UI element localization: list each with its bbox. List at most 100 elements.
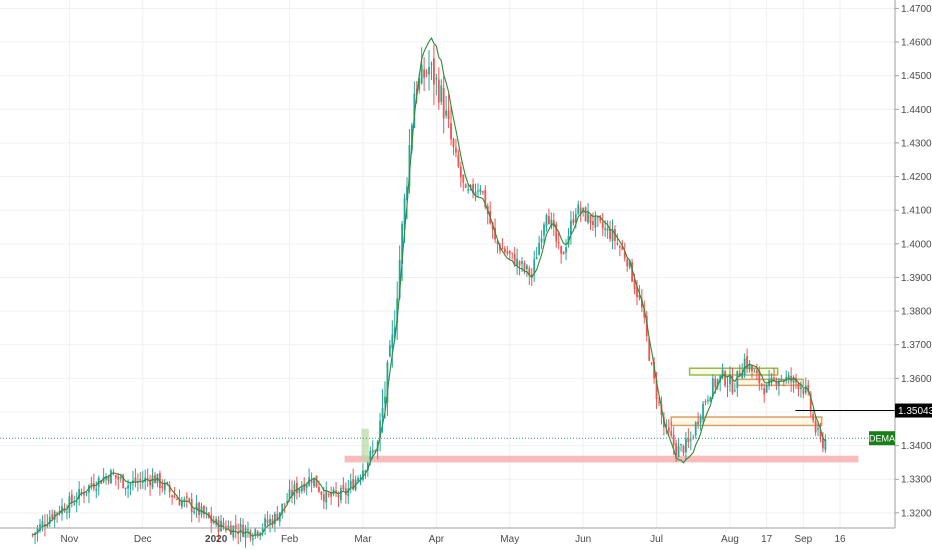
candle-body xyxy=(357,477,359,482)
candle-body xyxy=(807,384,810,392)
candle-body xyxy=(501,248,504,250)
candle-body xyxy=(758,370,761,384)
candle-body xyxy=(286,501,289,504)
candle-body xyxy=(621,246,624,250)
candle-body xyxy=(797,383,800,390)
candle-body xyxy=(447,110,450,120)
candle-body xyxy=(729,376,731,385)
candle-body xyxy=(508,251,511,254)
candle-body xyxy=(100,480,103,484)
candle-body xyxy=(337,494,340,498)
candle-body xyxy=(173,496,176,498)
x-tick-label: Mar xyxy=(354,534,372,545)
candle-body xyxy=(477,190,479,192)
candle-body xyxy=(352,479,355,490)
candle-body xyxy=(305,485,308,488)
candle-body xyxy=(518,261,521,266)
candle-body xyxy=(398,259,401,299)
y-tick-label: 1.41000 xyxy=(901,206,932,217)
candle-body xyxy=(53,511,56,520)
candle-body xyxy=(185,496,188,498)
candle-body xyxy=(393,327,396,338)
candle-body xyxy=(455,147,457,153)
candle-body xyxy=(687,438,690,443)
candle-body xyxy=(601,222,604,229)
candle-body xyxy=(633,279,636,289)
candle-body xyxy=(765,384,768,393)
candle-body xyxy=(291,490,293,496)
candle-body xyxy=(229,525,232,535)
candle-body xyxy=(562,252,565,255)
candle-body xyxy=(183,498,186,501)
candle-body xyxy=(149,479,151,486)
candle-body xyxy=(276,513,279,521)
candle-body xyxy=(738,372,741,377)
candle-body xyxy=(709,396,712,402)
y-tick-label: 1.46000 xyxy=(901,38,932,49)
candle-body xyxy=(800,387,802,390)
candle-body xyxy=(117,476,120,480)
candle-body xyxy=(618,246,621,248)
candle-body xyxy=(428,66,430,75)
candle-body xyxy=(112,472,115,475)
candle-body xyxy=(557,242,560,244)
candle-body xyxy=(322,494,325,502)
candle-body xyxy=(599,216,602,221)
candle-body xyxy=(161,485,164,489)
candle-body xyxy=(349,480,352,487)
candle-body xyxy=(787,375,790,380)
candle-body xyxy=(570,220,572,235)
x-tick-label: 17 xyxy=(761,534,773,545)
dema-label-bg xyxy=(869,431,895,446)
x-tick-label: 2020 xyxy=(205,534,228,545)
candle-body xyxy=(736,370,739,389)
candle-body xyxy=(469,184,472,188)
candle-body xyxy=(459,166,462,178)
x-tick-label: Jul xyxy=(650,534,663,545)
candle-body xyxy=(413,93,416,128)
candle-body xyxy=(264,517,266,528)
y-tick-label: 1.36000 xyxy=(901,374,932,385)
candle-body xyxy=(388,345,391,357)
candle-body xyxy=(408,145,411,187)
x-tick-label: Feb xyxy=(281,534,299,545)
candle-layer xyxy=(31,44,827,548)
candle-body xyxy=(780,379,783,381)
candle-body xyxy=(814,420,817,433)
candle-body xyxy=(105,476,107,480)
x-tick-label: Dec xyxy=(134,534,152,545)
candle-body xyxy=(320,491,323,495)
candle-body xyxy=(643,308,646,318)
candle-body xyxy=(702,403,704,420)
candle-body xyxy=(589,214,592,223)
candle-body xyxy=(273,513,276,525)
candle-body xyxy=(384,396,386,404)
candle-body xyxy=(714,378,717,388)
candle-body xyxy=(777,380,780,387)
candle-body xyxy=(403,197,406,230)
candle-body xyxy=(371,449,374,454)
y-tick-label: 1.43000 xyxy=(901,138,932,149)
candle-body xyxy=(445,110,448,116)
candle-body xyxy=(755,370,758,374)
y-tick-label: 1.37000 xyxy=(901,340,932,351)
candle-body xyxy=(188,498,191,501)
candle-body xyxy=(565,247,567,253)
candle-body xyxy=(303,483,306,491)
candle-body xyxy=(626,259,629,267)
candle-body xyxy=(254,529,257,536)
candle-body xyxy=(636,286,638,298)
candle-body xyxy=(574,213,577,223)
candle-body xyxy=(425,72,428,74)
candle-body xyxy=(685,438,687,453)
candle-body xyxy=(418,78,421,91)
candle-body xyxy=(680,444,682,446)
candle-body xyxy=(327,493,330,495)
candle-body xyxy=(386,362,389,403)
y-tick-label: 1.44000 xyxy=(901,105,932,116)
candle-body xyxy=(572,219,575,224)
candle-body xyxy=(391,334,394,349)
candle-body xyxy=(374,450,377,452)
candle-body xyxy=(472,184,474,194)
